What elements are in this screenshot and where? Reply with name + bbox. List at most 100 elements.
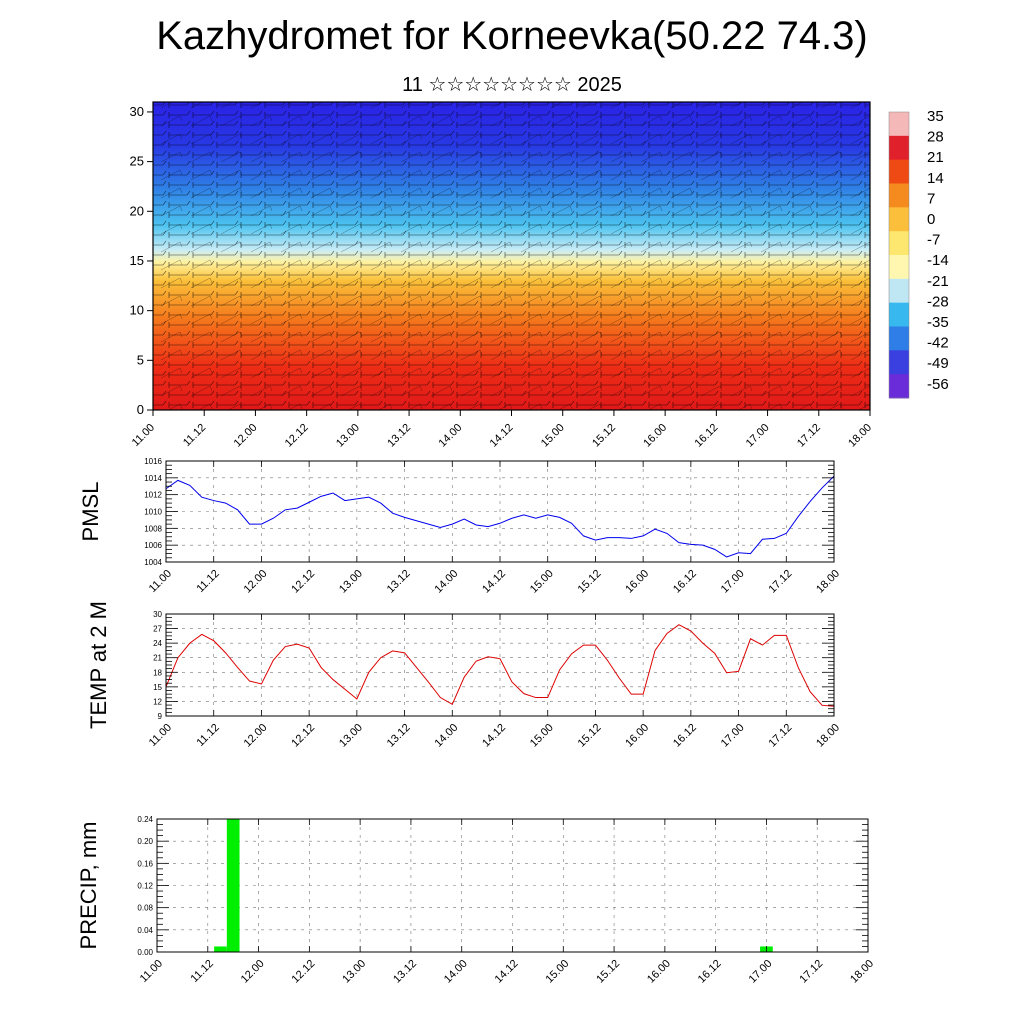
x-tick-label: 16.12 — [671, 722, 699, 750]
x-tick-label: 12.12 — [283, 422, 311, 450]
y-tick-label: 0.12 — [137, 882, 153, 891]
colorbar-segment — [889, 326, 909, 351]
y-tick-label: 0.08 — [137, 904, 153, 913]
x-tick-label: 11.00 — [147, 568, 174, 595]
x-tick-label: 17.12 — [795, 422, 823, 450]
colorbar-label: 0 — [927, 211, 935, 228]
y-tick-label: 1008 — [144, 524, 162, 533]
chart-subtitle: 11 ☆☆☆☆☆☆☆☆ 2025 — [402, 74, 622, 96]
x-tick-label: 16.00 — [645, 958, 673, 986]
colorbar-segment — [889, 159, 909, 184]
y-tick-label: 27 — [153, 625, 162, 634]
temp-panel: 9 12 15 18 21 24 27 30 11.00 11.12 12.00 12.12 13.00… — [86, 601, 842, 750]
x-tick-label: 18.00 — [814, 568, 842, 596]
colorbar-label: 35 — [927, 108, 944, 125]
y-tick-label: 0.04 — [137, 926, 153, 935]
x-tick-label: 11.12 — [181, 422, 208, 449]
colorbar-segment — [889, 350, 909, 375]
x-tick-label: 18.00 — [846, 422, 874, 450]
y-axis-title: PRECIP, mm — [76, 822, 101, 950]
y-tick-label: 1014 — [144, 474, 162, 483]
x-tick-label: 13.12 — [385, 422, 413, 450]
y-tick-label: 30 — [130, 104, 144, 119]
x-tick-label: 17.12 — [797, 958, 825, 986]
x-tick-label: 16.00 — [623, 568, 651, 596]
x-tick-label: 13.12 — [391, 958, 419, 986]
x-tick-label: 16.00 — [623, 722, 651, 750]
x-tick-label: 14.12 — [493, 958, 521, 986]
x-tick-label: 18.00 — [814, 722, 842, 750]
x-tick-label: 11.12 — [189, 958, 216, 985]
colorbar-segment — [889, 207, 909, 232]
x-tick-label: 12.12 — [289, 568, 317, 596]
x-tick-label: 13.00 — [334, 422, 362, 450]
x-tick-label: 17.12 — [766, 722, 794, 750]
y-tick-label: 25 — [130, 154, 144, 169]
y-tick-label: 21 — [153, 654, 162, 663]
y-tick-label: 24 — [153, 639, 162, 648]
x-tick-label: 16.00 — [641, 422, 669, 450]
x-tick-label: 15.00 — [539, 422, 567, 450]
colorbar-segment — [889, 255, 909, 280]
x-tick-label: 17.00 — [719, 568, 747, 596]
x-tick-label: 13.00 — [337, 568, 365, 596]
colorbar-segment — [889, 278, 909, 304]
colorbar-frame — [888, 111, 910, 399]
colorbar-label: -21 — [927, 273, 949, 290]
colorbar-label: -56 — [927, 376, 949, 393]
x-tick-label: 14.12 — [480, 568, 508, 596]
y-tick-label: 18 — [153, 668, 162, 677]
colorbar-segment — [889, 135, 909, 161]
y-tick-label: 15 — [153, 683, 162, 692]
x-tick-label: 12.00 — [239, 958, 267, 986]
colorbar-label: -14 — [927, 252, 949, 269]
colorbar-segment — [889, 183, 909, 208]
colorbar-label: -35 — [927, 314, 949, 331]
x-tick-label: 13.12 — [385, 568, 413, 596]
x-tick-label: 14.12 — [488, 422, 516, 450]
y-tick-label: 9 — [158, 712, 163, 721]
y-tick-label: 20 — [130, 203, 144, 218]
x-tick-label: 14.00 — [442, 958, 470, 986]
cross-section-panel: 11.00 11.12 12.00 12.12 13.00 13.12 14.00 14.12… — [130, 101, 874, 450]
colorbar-label: -42 — [927, 335, 949, 352]
x-tick-label: 16.12 — [696, 958, 724, 986]
x-tick-label: 17.12 — [766, 568, 794, 596]
y-tick-label: 1012 — [144, 491, 162, 500]
x-tick-label: 13.00 — [337, 722, 365, 750]
colorbar-label: 7 — [927, 190, 935, 207]
colorbar: 35 28 21 14 7 0 -7 -14 -21 -28 -35 -42 -49 -56 — [888, 108, 949, 399]
colorbar-label: 28 — [927, 129, 944, 146]
y-axis-title: PMSL — [78, 482, 103, 542]
x-tick-label: 18.00 — [848, 958, 876, 986]
series-line — [165, 624, 835, 707]
series-line — [165, 475, 835, 558]
x-tick-label: 17.00 — [744, 422, 772, 450]
x-tick-label: 17.00 — [747, 958, 775, 986]
y-tick-label: 1004 — [144, 558, 162, 567]
x-tick-label: 15.12 — [590, 422, 618, 450]
y-axis-title: TEMP at 2 M — [86, 601, 111, 729]
x-tick-label: 14.00 — [436, 422, 464, 450]
y-tick-label: 15 — [130, 253, 144, 268]
pmsl-panel: 1004 1006 1008 1010 1012 1014 1016 11.00 11.12 12… — [78, 457, 842, 596]
colorbar-segment — [889, 112, 909, 137]
y-tick-label: 0.20 — [137, 837, 153, 846]
y-tick-label: 30 — [153, 610, 162, 619]
colorbar-label: 21 — [927, 149, 944, 166]
y-tick-label: 5 — [137, 352, 144, 367]
x-tick-label: 15.12 — [594, 958, 622, 986]
colorbar-label: 14 — [927, 170, 944, 187]
y-tick-label: 0.00 — [137, 948, 153, 957]
x-tick-label: 13.00 — [340, 958, 368, 986]
x-tick-label: 15.00 — [543, 958, 571, 986]
x-tick-label: 15.00 — [528, 722, 556, 750]
y-tick-label: 1006 — [144, 541, 162, 550]
x-tick-label: 15.12 — [576, 722, 604, 750]
x-tick-label: 14.00 — [432, 568, 460, 596]
y-tick-label: 0 — [137, 402, 144, 417]
x-tick-label: 11.00 — [130, 422, 157, 449]
y-tick-label: 10 — [130, 303, 144, 318]
x-tick-label: 11.00 — [138, 958, 165, 985]
